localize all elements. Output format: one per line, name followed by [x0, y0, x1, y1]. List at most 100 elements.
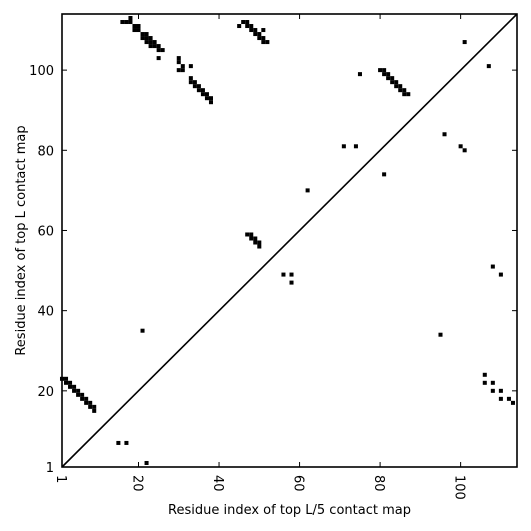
contact-point — [64, 380, 69, 385]
contact-point — [462, 40, 467, 45]
contact-point — [120, 20, 125, 25]
contact-point — [257, 240, 262, 245]
contact-point — [249, 232, 254, 237]
contact-point — [76, 388, 81, 393]
contact-point — [132, 28, 137, 33]
y-tick-label: 60 — [37, 224, 54, 239]
contact-point — [144, 460, 149, 465]
contact-point — [76, 392, 81, 397]
contact-point — [390, 80, 395, 85]
contact-point — [458, 144, 463, 149]
contact-point — [486, 64, 491, 69]
contact-point — [498, 272, 503, 277]
contact-point — [253, 236, 258, 241]
contact-point — [257, 32, 262, 37]
contact-point — [148, 40, 153, 45]
contact-point — [124, 440, 129, 445]
contact-point — [305, 188, 310, 193]
contact-point — [204, 92, 209, 97]
contact-point — [144, 40, 149, 45]
y-tick-label: 40 — [37, 305, 54, 320]
contact-point — [506, 396, 511, 401]
contact-point — [124, 20, 129, 25]
contact-point — [386, 76, 391, 81]
contact-point — [180, 64, 185, 69]
x-tick-label: 100 — [452, 475, 467, 500]
contact-point — [490, 380, 495, 385]
contact-point — [188, 64, 193, 69]
contact-point — [72, 384, 77, 389]
x-axis-ticks: 1 20 40 60 80 100 — [53, 14, 467, 500]
contact-point — [402, 92, 407, 97]
contact-point — [253, 240, 258, 245]
contact-point — [80, 396, 85, 401]
contact-point — [237, 24, 242, 29]
contact-point — [192, 84, 197, 89]
contact-point — [140, 36, 145, 41]
contact-point — [438, 332, 443, 337]
contact-point — [386, 72, 391, 77]
contact-point — [204, 96, 209, 101]
contact-point — [136, 28, 141, 33]
contact-point — [144, 32, 149, 37]
contact-point — [510, 400, 515, 405]
contact-point — [188, 76, 193, 81]
contact-point — [88, 400, 93, 405]
contact-point — [462, 148, 467, 153]
contact-point — [382, 72, 387, 77]
contact-point — [176, 60, 181, 65]
contact-point — [257, 244, 262, 249]
contact-point — [482, 372, 487, 377]
contact-point — [241, 20, 246, 25]
contact-point — [72, 388, 77, 393]
plot-area — [59, 16, 515, 465]
contact-point — [357, 72, 362, 77]
contact-point — [128, 16, 133, 21]
contact-point — [128, 20, 133, 25]
contact-point — [261, 40, 266, 45]
contact-point — [208, 96, 213, 101]
contact-point — [249, 236, 254, 241]
contact-point — [156, 44, 161, 49]
contact-point — [84, 400, 89, 405]
contact-point — [68, 384, 73, 389]
contact-point — [289, 280, 294, 285]
contact-point — [92, 408, 97, 413]
contact-point — [498, 396, 503, 401]
contact-point — [382, 68, 387, 73]
contact-point — [490, 388, 495, 393]
y-tick-label: 80 — [37, 144, 54, 159]
contact-point — [382, 172, 387, 177]
contact-point — [136, 24, 141, 29]
y-axis-ticks: 1 20 40 60 80 100 — [29, 64, 517, 476]
x-axis-label: Residue index of top L/5 contact map — [168, 503, 411, 518]
contact-point — [152, 44, 157, 49]
y-tick-label: 1 — [46, 461, 54, 476]
contact-point — [156, 56, 161, 61]
y-tick-label: 20 — [37, 385, 54, 400]
contact-point — [265, 40, 270, 45]
contact-point — [257, 36, 262, 41]
contact-point — [176, 56, 181, 61]
contact-point — [132, 24, 137, 29]
x-tick-label: 1 — [53, 475, 68, 483]
contact-point — [490, 264, 495, 269]
contact-point — [245, 24, 250, 29]
contact-point — [245, 232, 250, 237]
contact-point — [196, 84, 201, 89]
contact-point — [140, 328, 145, 333]
contact-point — [398, 88, 403, 93]
contact-point — [406, 92, 411, 97]
contact-point — [140, 32, 145, 37]
contact-point — [249, 24, 254, 29]
contact-point — [398, 84, 403, 89]
contact-point — [68, 380, 73, 385]
contact-point — [188, 80, 193, 85]
contact-point — [176, 68, 181, 73]
contact-point — [200, 92, 205, 97]
contact-point — [144, 36, 149, 41]
contact-point — [353, 144, 358, 149]
y-axis-label: Residue index of top L contact map — [14, 125, 29, 355]
x-tick-label: 20 — [130, 475, 145, 492]
